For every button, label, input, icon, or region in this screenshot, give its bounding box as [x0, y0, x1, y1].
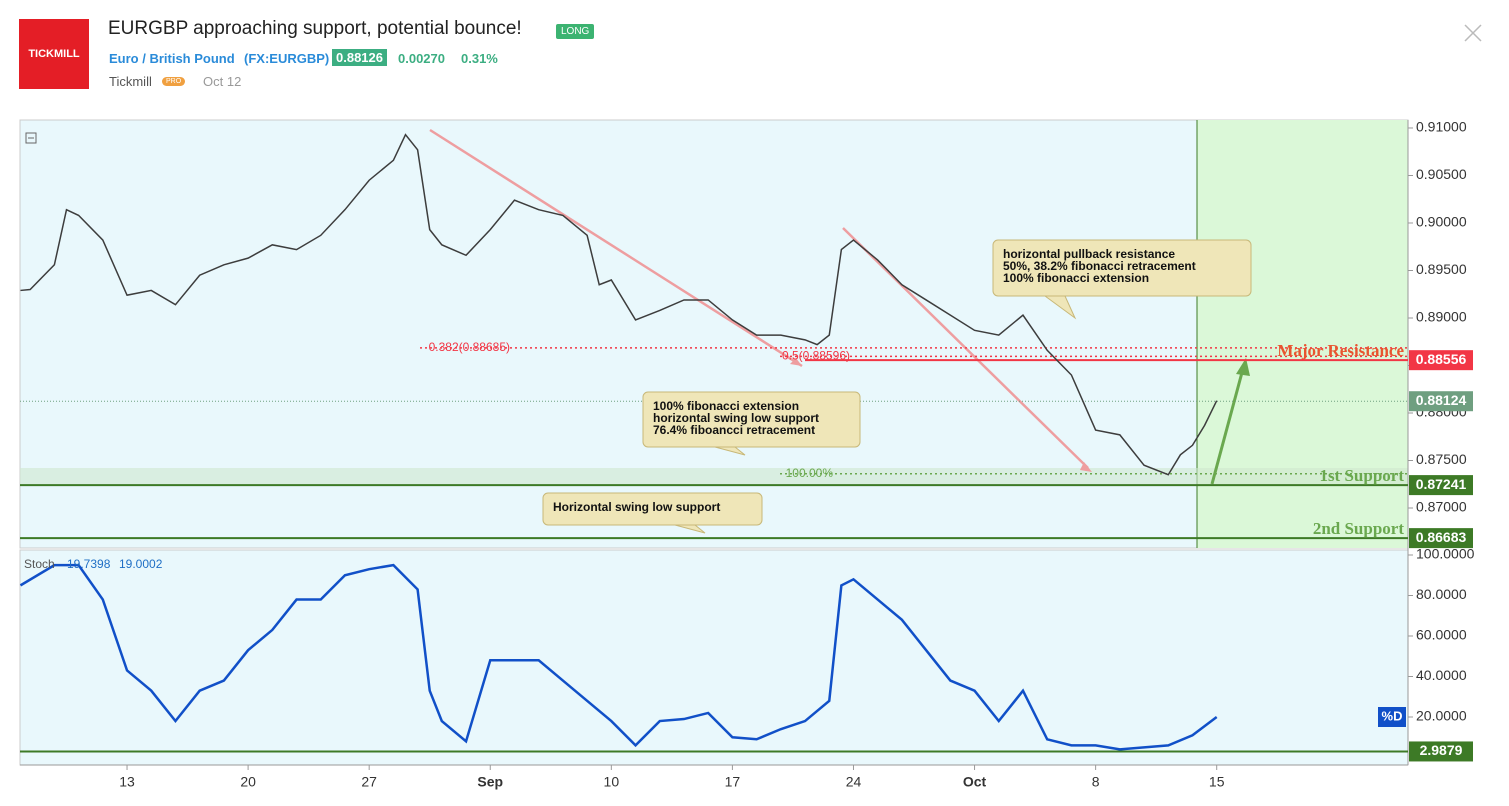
series-line: [20, 133, 1218, 476]
indicator-value: 19.7398: [67, 557, 111, 571]
note-text: horizontal swing low support: [653, 411, 819, 425]
series-line: [19, 563, 1218, 751]
author-badge: PRO: [162, 77, 186, 86]
note-text: 76.4% fiboancci retracement: [653, 423, 815, 437]
badge: LONG: [556, 24, 595, 39]
collapse-button[interactable]: [25, 132, 37, 144]
x-tick-label: 17: [725, 774, 741, 790]
level-tag: 2.9879: [1420, 742, 1463, 758]
stoch-panel: [19, 549, 1409, 766]
y-tick-label: 0.89500: [1416, 261, 1467, 277]
x-tick-label: 20: [240, 774, 256, 790]
level-tag-box: [1409, 391, 1473, 412]
x-tick-label: 15: [1209, 774, 1225, 790]
symbol-code[interactable]: (FX:EURGBP): [244, 51, 330, 66]
fib-label: 0.382(0.88685): [429, 340, 510, 354]
x-tick-label: Oct: [963, 774, 987, 790]
change-pct: 0.31%: [461, 51, 498, 66]
x-tick-label: 13: [119, 774, 135, 790]
level-tag: 0.88124: [1416, 392, 1467, 408]
x-tick-label: 10: [604, 774, 620, 790]
symbol-name[interactable]: Euro / British Pound: [109, 51, 235, 66]
note-text: horizontal pullback resistance: [1003, 247, 1175, 261]
trend-arrow: [429, 128, 803, 368]
y-tick-label: 40.0000: [1416, 667, 1467, 683]
indicator-title: Stoch: [24, 557, 55, 571]
y-tick-label: 60.0000: [1416, 627, 1467, 643]
y-tick-label: 0.90500: [1416, 166, 1467, 182]
y-tick-label: 0.89000: [1416, 309, 1467, 325]
date: Oct 12: [203, 74, 242, 89]
level-tag: 0.87241: [1416, 476, 1467, 492]
note-box: [542, 492, 763, 526]
indicator-value: 19.0002: [119, 557, 163, 571]
indicator-tag-box: [1378, 707, 1406, 727]
y-tick-label: 0.87500: [1416, 451, 1467, 467]
close-button[interactable]: [1464, 24, 1482, 42]
level-tag-box: [1409, 475, 1473, 496]
note-tail: [714, 446, 746, 456]
idea-title: EURGBP approaching support, potential bo…: [108, 18, 522, 39]
level-name: 1st Support: [1319, 466, 1404, 485]
logo: TICKMILL: [19, 19, 89, 89]
y-tick-label: 80.0000: [1416, 586, 1467, 602]
y-tick-label: 0.91000: [1416, 119, 1467, 135]
x-tick-label: 8: [1092, 774, 1100, 790]
level-tag-box: [1409, 350, 1473, 371]
note-box: [992, 239, 1252, 297]
price: 0.88126: [332, 49, 387, 66]
change: 0.00270: [398, 51, 445, 66]
y-tick-label: 20.0000: [1416, 708, 1467, 724]
level-tag-box: [1409, 741, 1473, 762]
price-axis: [1408, 120, 1509, 765]
level-tag-box: [1409, 528, 1473, 549]
support-zone: [20, 468, 1408, 485]
level-tag: 0.86683: [1416, 529, 1467, 545]
note-tail: [674, 524, 706, 534]
y-tick-label: 0.90000: [1416, 214, 1467, 230]
note-tail: [1044, 295, 1077, 320]
note-text: 100% fibonacci extension: [1003, 271, 1149, 285]
fib-label: 0.5(0.88596): [782, 349, 850, 363]
x-tick-label: 24: [846, 774, 862, 790]
note-text: 100% fibonacci extension: [653, 399, 799, 413]
bounce-arrow: [1210, 364, 1246, 485]
y-tick-label: 0.87000: [1416, 499, 1467, 515]
author[interactable]: Tickmill: [109, 74, 152, 89]
x-tick-label: Sep: [477, 774, 503, 790]
y-tick-label: 100.0000: [1416, 546, 1475, 562]
note-text: Horizontal swing low support: [553, 500, 720, 514]
note-box: [642, 391, 861, 448]
indicator-tag: %D: [1382, 708, 1403, 723]
fib-label: 100.00%: [786, 466, 834, 480]
level-tag: 0.88556: [1416, 351, 1467, 367]
note-text: 50%, 38.2% fibonacci retracement: [1003, 259, 1196, 273]
x-tick-label: 27: [361, 774, 377, 790]
level-name: 2nd Support: [1313, 519, 1405, 538]
level-name: Major Resistance: [1277, 341, 1404, 360]
